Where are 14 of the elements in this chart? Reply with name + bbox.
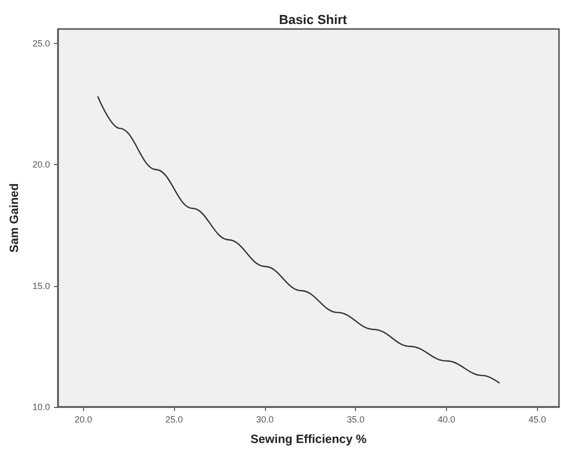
chart-title: Basic Shirt xyxy=(279,12,348,27)
x-tick-label: 25.0 xyxy=(165,414,183,424)
y-tick-label: 15.0 xyxy=(32,280,50,291)
x-tick-label: 30.0 xyxy=(256,414,274,424)
x-axis-title: Sewing Efficiency % xyxy=(250,432,367,446)
y-tick-label: 10.0 xyxy=(32,402,50,412)
x-tick-label: 40.0 xyxy=(438,414,456,424)
x-tick-label: 35.0 xyxy=(346,414,364,424)
x-tick-label: 20.0 xyxy=(74,414,92,424)
y-tick-label: 20.0 xyxy=(32,160,50,170)
x-tick-label: 45.0 xyxy=(528,414,546,424)
y-tick-label: 25.0 xyxy=(32,38,50,49)
y-axis-title: Sam Gained xyxy=(7,183,21,253)
line-series xyxy=(97,96,500,384)
